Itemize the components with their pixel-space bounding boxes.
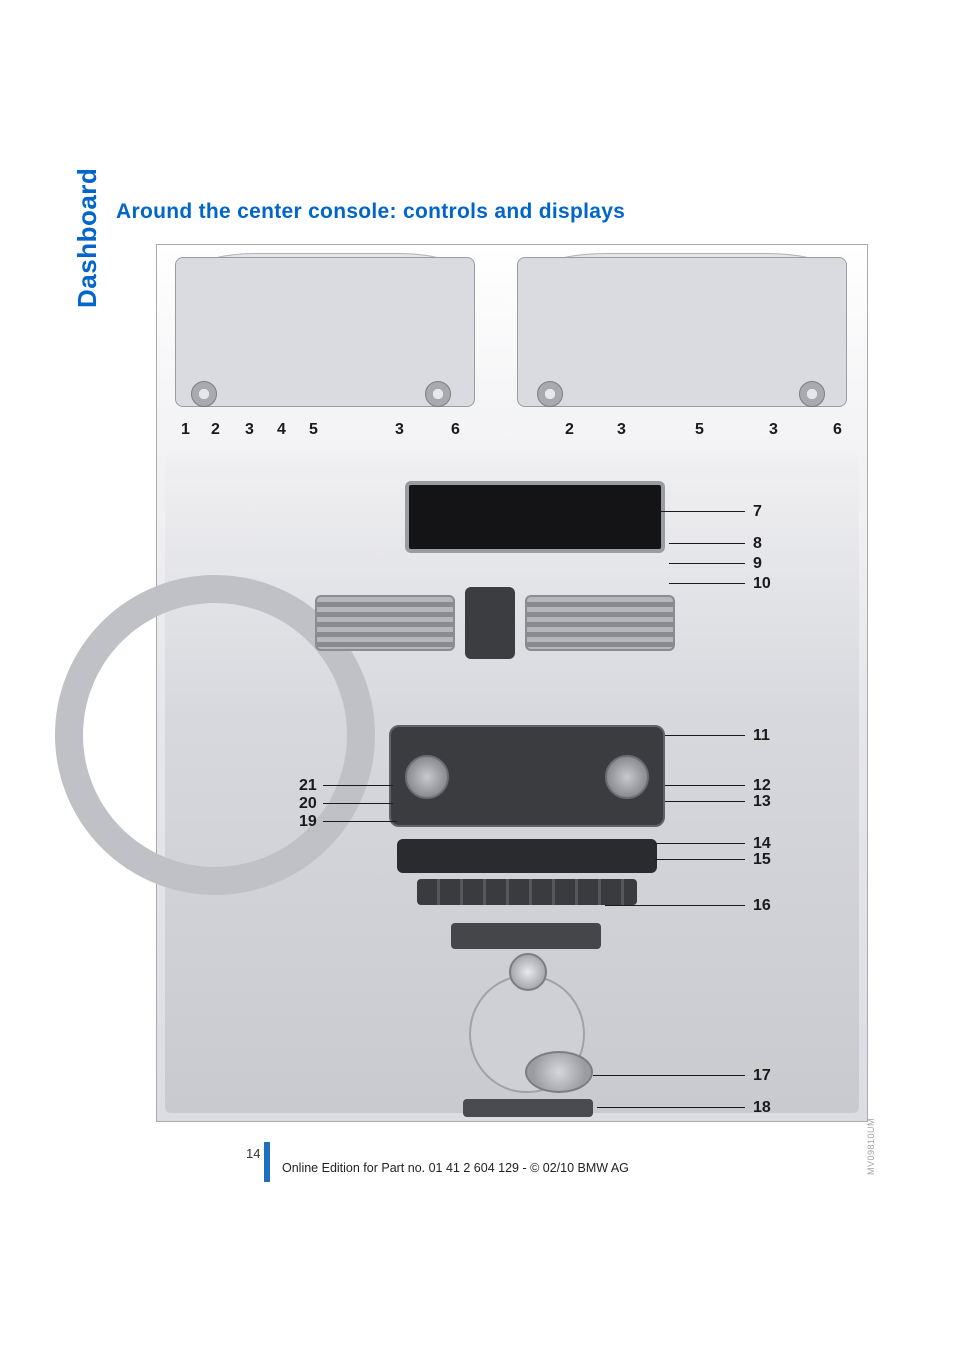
- callout-number: 5: [695, 421, 704, 439]
- leader-line: [593, 1075, 745, 1076]
- callout-number: 3: [245, 421, 254, 439]
- leader-line: [665, 801, 745, 802]
- leader-line: [605, 905, 745, 906]
- idrive-display: [405, 481, 665, 553]
- callout-number: 9: [753, 555, 762, 573]
- footer-accent-bar: [264, 1142, 270, 1182]
- radio-unit: [397, 839, 657, 873]
- leader-line: [655, 843, 745, 844]
- idrive-controller: [525, 1051, 593, 1093]
- callout-number: 3: [395, 421, 404, 439]
- controller-buttons: [463, 1099, 593, 1117]
- callout-number: 17: [753, 1067, 771, 1085]
- leader-line: [669, 543, 745, 544]
- callout-number: 11: [753, 727, 770, 745]
- callout-number: 15: [753, 851, 771, 869]
- callout-number: 18: [753, 1099, 771, 1117]
- center-button-column: [465, 587, 515, 659]
- callout-number: 5: [309, 421, 318, 439]
- wheel-icon: [799, 381, 825, 407]
- callout-number: 7: [753, 503, 762, 521]
- figure-credit-code: MV09810UM: [866, 1118, 876, 1175]
- leader-line: [669, 563, 745, 564]
- callout-number: 6: [451, 421, 460, 439]
- callout-number: 8: [753, 535, 762, 553]
- wheel-icon: [425, 381, 451, 407]
- section-tab-label: Dashboard: [72, 168, 103, 308]
- gear-shift-knob: [509, 953, 547, 991]
- callout-number: 3: [617, 421, 626, 439]
- center-console-figure: 1 2 3 4 5 3 6 2 3 5 3 6 7 8 9 10 11 12: [156, 244, 868, 1122]
- air-vent-left: [315, 595, 455, 651]
- storage-slot: [451, 923, 601, 949]
- callout-number: 4: [277, 421, 286, 439]
- leader-line: [655, 859, 745, 860]
- air-vent-right: [525, 595, 675, 651]
- wheel-icon: [537, 381, 563, 407]
- preset-buttons: [417, 879, 637, 905]
- leader-line: [323, 821, 397, 822]
- callout-number: 6: [833, 421, 842, 439]
- leader-line: [323, 785, 393, 786]
- footer-edition-text: Online Edition for Part no. 01 41 2 604 …: [282, 1161, 629, 1175]
- leader-line: [669, 583, 745, 584]
- callout-number: 1: [181, 421, 190, 439]
- temperature-knob: [405, 755, 449, 799]
- callout-number: 21: [299, 777, 317, 795]
- callout-number: 2: [565, 421, 574, 439]
- callout-number: 20: [299, 795, 317, 813]
- wheel-icon: [191, 381, 217, 407]
- page-heading: Around the center console: controls and …: [116, 200, 625, 224]
- leader-line: [597, 1107, 745, 1108]
- callout-number: 2: [211, 421, 220, 439]
- callout-number: 13: [753, 793, 771, 811]
- callout-number: 3: [769, 421, 778, 439]
- callout-number: 19: [299, 813, 317, 831]
- leader-line: [665, 735, 745, 736]
- page-number: 14: [246, 1146, 260, 1161]
- climate-control-panel: [389, 725, 665, 827]
- callout-number: 16: [753, 897, 771, 915]
- leader-line: [657, 511, 745, 512]
- temperature-knob: [605, 755, 649, 799]
- callout-number: 10: [753, 575, 771, 593]
- convertible-silhouette: [517, 257, 847, 407]
- leader-line: [323, 803, 393, 804]
- leader-line: [665, 785, 745, 786]
